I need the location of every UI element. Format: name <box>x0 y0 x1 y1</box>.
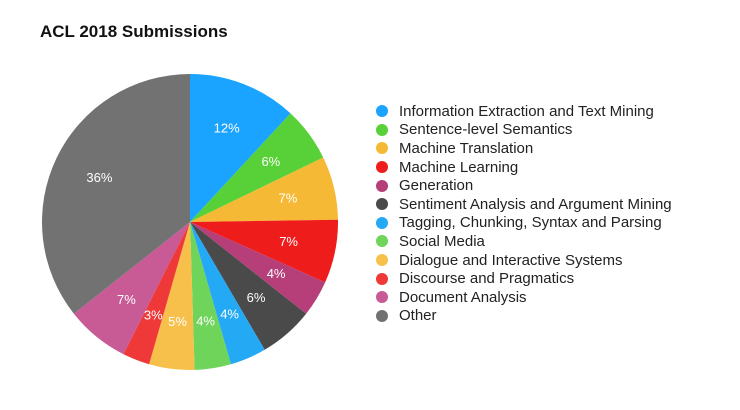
slice-value-label: 5% <box>168 314 187 329</box>
legend-label: Sentence-level Semantics <box>399 121 573 139</box>
legend-swatch <box>376 254 388 267</box>
legend-swatch <box>376 291 388 304</box>
slice-value-label: 7% <box>279 234 298 249</box>
legend-label: Generation <box>399 177 474 195</box>
legend-item: Sentiment Analysis and Argument Mining <box>376 195 672 214</box>
slice-value-label: 6% <box>247 290 266 305</box>
legend-swatch <box>376 309 388 322</box>
legend-item: Machine Learning <box>376 158 672 177</box>
legend-swatch <box>376 105 388 118</box>
slice-value-label: 6% <box>261 154 280 169</box>
legend-swatch <box>376 272 388 285</box>
pie-slice <box>190 219 338 283</box>
pie-slice <box>190 157 338 222</box>
legend-swatch <box>376 235 388 248</box>
legend-label: Dialogue and Interactive Systems <box>399 251 623 269</box>
legend-label: Sentiment Analysis and Argument Mining <box>399 195 672 213</box>
chart-legend: Information Extraction and Text Mining Se… <box>376 102 672 325</box>
legend-item: Dialogue and Interactive Systems <box>376 251 672 270</box>
legend-label: Discourse and Pragmatics <box>399 270 575 288</box>
legend-item: Other <box>376 307 672 326</box>
pie-slice <box>73 222 190 355</box>
pie-slice <box>149 222 195 370</box>
chart-title: ACL 2018 Submissions <box>40 22 228 41</box>
legend-label: Machine Learning <box>399 158 519 176</box>
pie-slice-labels: 12%6%7%7%4%6%4%4%5%3%7%36% <box>86 120 298 329</box>
pie-slice <box>190 113 324 222</box>
slice-value-label: 4% <box>220 307 239 322</box>
legend-label: Machine Translation <box>399 139 534 157</box>
legend-swatch <box>376 123 388 136</box>
pie-slice <box>190 222 326 314</box>
legend-label: Other <box>399 307 437 325</box>
legend-item: Social Media <box>376 232 672 251</box>
legend-swatch <box>376 161 388 174</box>
legend-item: Discourse and Pragmatics <box>376 269 672 288</box>
pie-slices <box>41 74 338 370</box>
slice-value-label: 36% <box>86 170 112 185</box>
legend-swatch <box>376 142 388 155</box>
slice-value-label: 12% <box>214 120 240 135</box>
legend-swatch <box>376 179 388 192</box>
legend-item: Generation <box>376 176 672 195</box>
pie-slice <box>190 74 291 222</box>
pie-slice <box>123 222 190 365</box>
slice-value-label: 7% <box>279 191 298 206</box>
pie-slice <box>190 222 307 350</box>
legend-swatch <box>376 198 388 211</box>
legend-item: Sentence-level Semantics <box>376 121 672 140</box>
slice-value-label: 3% <box>144 308 163 323</box>
legend-label: Tagging, Chunking, Syntax and Parsing <box>399 214 662 232</box>
pie-slice <box>190 222 265 365</box>
legend-item: Machine Translation <box>376 139 672 158</box>
slice-value-label: 4% <box>196 313 215 328</box>
slice-value-label: 4% <box>267 266 286 281</box>
legend-item: Document Analysis <box>376 288 672 307</box>
legend-item: Tagging, Chunking, Syntax and Parsing <box>376 214 672 233</box>
legend-label: Document Analysis <box>399 288 527 306</box>
pie-slice <box>190 222 231 370</box>
legend-label: Information Extraction and Text Mining <box>399 102 654 120</box>
slice-value-label: 7% <box>117 292 136 307</box>
pie-slice <box>41 74 191 314</box>
legend-label: Social Media <box>399 232 485 250</box>
legend-swatch <box>376 216 388 229</box>
legend-item: Information Extraction and Text Mining <box>376 102 672 121</box>
